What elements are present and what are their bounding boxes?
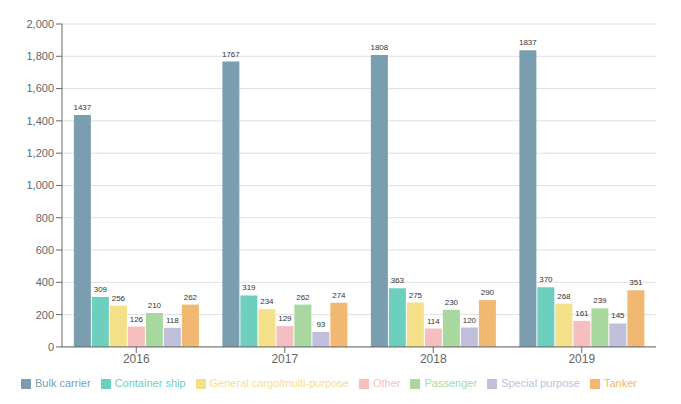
svg-text:145: 145 <box>611 311 625 320</box>
svg-text:262: 262 <box>296 293 310 302</box>
svg-text:114: 114 <box>427 317 440 326</box>
svg-text:274: 274 <box>332 291 346 300</box>
html-text:Container ship: Container ship <box>114 376 186 389</box>
svg-text:2017: 2017 <box>271 352 298 366</box>
svg-text:234: 234 <box>260 297 274 306</box>
svg-text:120: 120 <box>463 316 477 325</box>
html-text:Passenger: Passenger <box>424 376 478 389</box>
html-text:Special purpose: Special purpose <box>501 376 580 389</box>
svg-text:363: 363 <box>391 276 405 285</box>
svg-text:129: 129 <box>278 314 292 323</box>
svg-text:210: 210 <box>148 301 162 310</box>
svg-text:230: 230 <box>445 298 459 307</box>
svg-text:1,000: 1,000 <box>26 179 54 191</box>
svg-text:2016: 2016 <box>123 352 150 366</box>
svg-text:309: 309 <box>94 285 108 294</box>
html-text:Tanker: Tanker <box>604 376 637 389</box>
html-text:Other: Other <box>373 376 401 389</box>
svg-text:126: 126 <box>130 315 144 324</box>
svg-text:351: 351 <box>629 278 643 287</box>
svg-text:1,600: 1,600 <box>26 82 54 94</box>
svg-text:256: 256 <box>112 294 126 303</box>
svg-text:1837: 1837 <box>519 38 537 47</box>
html-text:Bulk carrier: Bulk carrier <box>35 376 91 389</box>
svg-text:600: 600 <box>36 244 54 256</box>
svg-text:2018: 2018 <box>420 352 447 366</box>
svg-text:319: 319 <box>242 283 256 292</box>
svg-text:370: 370 <box>539 275 553 284</box>
svg-text:275: 275 <box>409 291 423 300</box>
svg-text:93: 93 <box>316 320 325 329</box>
svg-text:2,000: 2,000 <box>26 18 54 30</box>
svg-text:0: 0 <box>48 341 54 353</box>
svg-text:1,200: 1,200 <box>26 147 54 159</box>
svg-text:161: 161 <box>575 309 589 318</box>
svg-text:1437: 1437 <box>73 103 91 112</box>
svg-text:290: 290 <box>481 288 495 297</box>
html-text:General cargo/multi-purpose: General cargo/multi-purpose <box>209 376 349 389</box>
svg-text:1808: 1808 <box>370 43 388 52</box>
svg-text:1,800: 1,800 <box>26 50 54 62</box>
svg-text:239: 239 <box>593 296 607 305</box>
svg-text:400: 400 <box>36 276 54 288</box>
svg-text:268: 268 <box>557 292 571 301</box>
svg-text:1,400: 1,400 <box>26 115 54 127</box>
svg-text:2019: 2019 <box>568 352 595 366</box>
svg-text:1767: 1767 <box>222 50 240 59</box>
svg-text:262: 262 <box>184 293 198 302</box>
svg-text:800: 800 <box>36 212 54 224</box>
svg-text:200: 200 <box>36 309 54 321</box>
svg-text:118: 118 <box>166 316 179 325</box>
